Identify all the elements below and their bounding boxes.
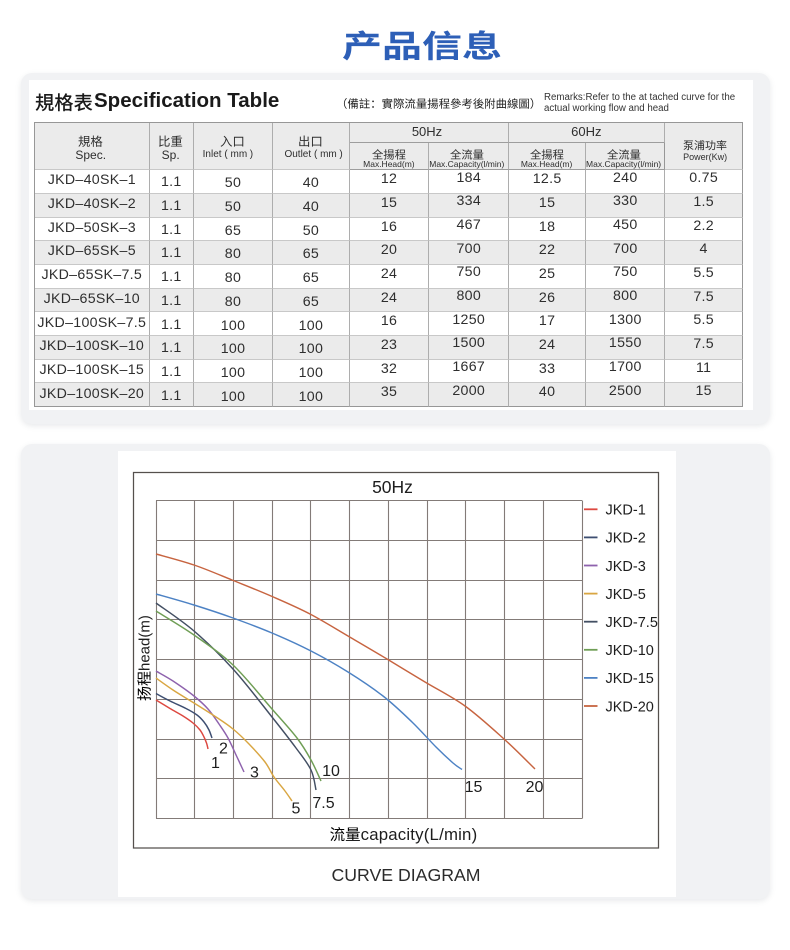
svg-text:JKD-20: JKD-20 (606, 699, 654, 715)
svg-text:JKD-5: JKD-5 (606, 587, 646, 603)
svg-text:10: 10 (322, 763, 340, 780)
svg-text:50Hz: 50Hz (372, 477, 413, 497)
svg-text:5: 5 (292, 801, 301, 818)
svg-text:3: 3 (250, 765, 259, 782)
svg-text:7.5: 7.5 (312, 795, 334, 812)
svg-text:20: 20 (526, 779, 544, 796)
svg-text:JKD-3: JKD-3 (606, 559, 646, 575)
svg-text:JKD-7.5: JKD-7.5 (606, 615, 658, 631)
svg-text:head(m): head(m) (137, 615, 154, 671)
svg-text:JKD-10: JKD-10 (606, 643, 654, 659)
svg-text:capacity(L/min): capacity(L/min) (361, 825, 478, 844)
svg-text:JKD-2: JKD-2 (606, 531, 646, 547)
svg-text:JKD-15: JKD-15 (606, 671, 654, 687)
svg-text:1: 1 (211, 755, 220, 772)
svg-text:JKD-1: JKD-1 (606, 503, 646, 519)
svg-text:15: 15 (465, 779, 483, 796)
svg-text:2: 2 (219, 741, 228, 758)
